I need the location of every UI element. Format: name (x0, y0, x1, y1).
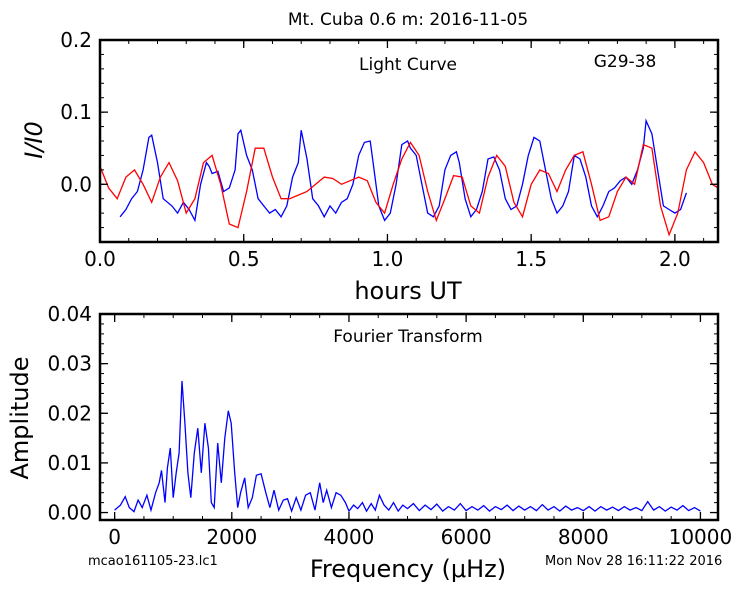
light-curve-xlabel: hours UT (354, 277, 462, 305)
light-curve-x-tick-label: 1.0 (372, 247, 404, 271)
fourier-annotation: Fourier Transform (333, 327, 482, 347)
light-curve-x-tick-label: 0.0 (84, 247, 116, 271)
fourier-x-tick-label: 6000 (441, 525, 492, 549)
fourier-x-tick-label: 4000 (324, 525, 375, 549)
fourier-series-0-line (114, 380, 701, 514)
fourier-x-tick-label: 0 (108, 525, 121, 549)
light-curve-annotation: Light Curve (359, 55, 457, 75)
light-curve-y-tick-label: 0.1 (60, 100, 92, 124)
light-curve-y-tick-label: 0.2 (60, 28, 92, 52)
light-curve-x-tick-label: 1.5 (515, 247, 547, 271)
fourier-y-tick-label: 0.02 (47, 401, 92, 425)
light-curve-x-tick-label: 2.0 (659, 247, 691, 271)
figure-title: Mt. Cuba 0.6 m: 2016-11-05 (288, 10, 528, 30)
light-curve-panel: 0.0 0.5 1.0 1.5 2.0 0.0 0.1 0.2 (60, 28, 720, 271)
source-file-label: mcao161105-23.lc1 (88, 554, 218, 569)
fourier-ylabel: Amplitude (6, 357, 34, 480)
light-curve-ylabel: I/I0 (20, 121, 48, 159)
fourier-x-tick-label: 10000 (669, 525, 733, 549)
fourier-y-tick-label: 0.00 (47, 501, 92, 525)
light-curve-series-0-line (119, 118, 688, 223)
object-label: G29-38 (594, 52, 657, 72)
fourier-axes-frame (98, 312, 720, 522)
fourier-y-tick-label: 0.01 (47, 451, 92, 475)
fourier-x-tick-label: 2000 (206, 525, 257, 549)
light-curve-series-1-line (99, 141, 719, 237)
fourier-xlabel: Frequency (μHz) (310, 555, 506, 583)
fourier-x-tick-label: 8000 (558, 525, 609, 549)
light-curve-x-tick-label: 0.5 (228, 247, 260, 271)
fourier-transform-panel: 0 2000 4000 6000 8000 10000 0.00 0.01 0.02 0.03 0.… (47, 302, 732, 549)
fourier-y-tick-label: 0.03 (47, 352, 92, 376)
fourier-y-tick-label: 0.04 (47, 302, 92, 326)
timestamp-label: Mon Nov 28 16:11:22 2016 (545, 554, 723, 569)
light-curve-y-tick-label: 0.0 (60, 172, 92, 196)
